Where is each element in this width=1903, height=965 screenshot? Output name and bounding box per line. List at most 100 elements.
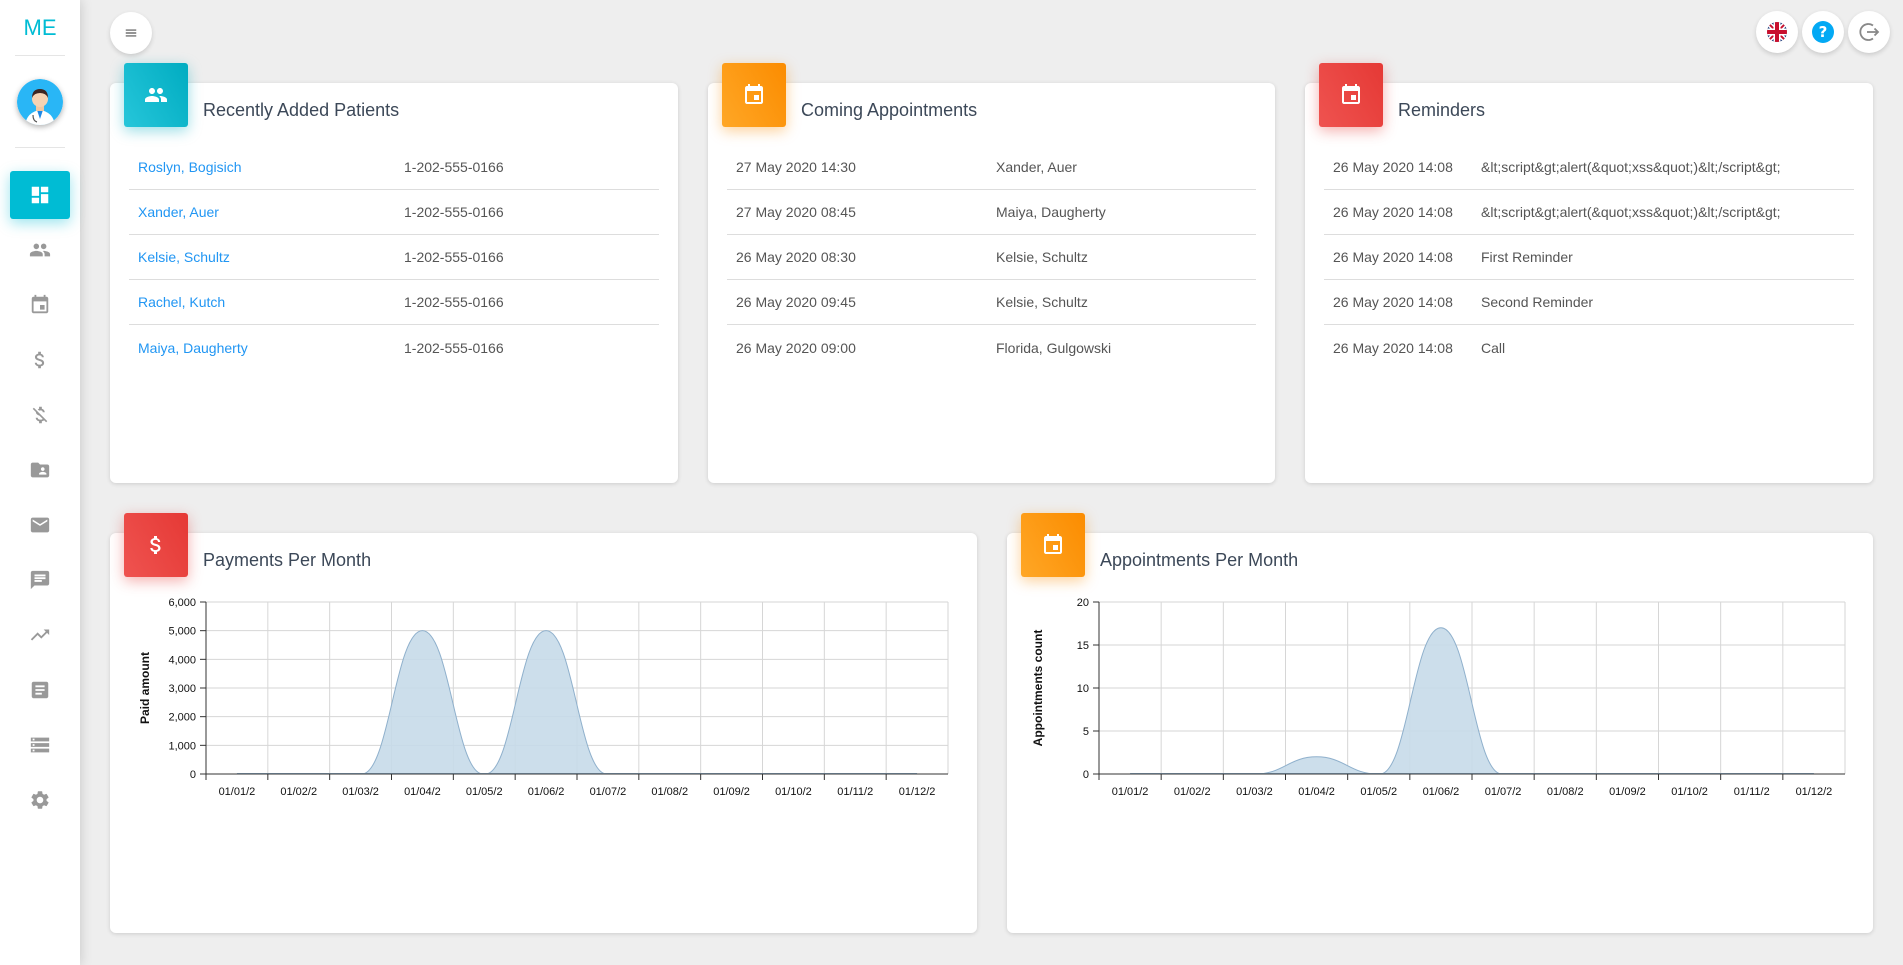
appointment-patient: Maiya, Daugherty [996,204,1106,220]
appointment-date: 26 May 2020 09:00 [736,339,856,356]
appointment-patient: Florida, Gulgowski [996,339,1112,356]
series-area [206,630,918,775]
x-tick-label: 01/05/2 [466,786,503,798]
patient-link[interactable]: Rachel, Kutch [138,294,226,310]
x-tick-label: 01/04/2 [404,786,441,798]
reminder-date: 26 May 2020 14:08 [1333,339,1453,356]
calendar-icon [745,84,763,104]
y-tick-label: 5 [1083,726,1089,738]
x-tick-label: 01/05/2 [1360,786,1397,798]
card-icon-box [124,513,188,577]
logout-button[interactable] [1848,11,1890,53]
patients-icon [29,243,51,257]
logout-icon [1859,23,1880,41]
avatar[interactable] [17,79,63,125]
patient-link[interactable]: Maiya, Daugherty [138,339,248,356]
y-tick-label: 3,000 [168,683,196,695]
calendar-icon [1044,534,1062,554]
sidebar-item-settings[interactable] [10,776,70,824]
reminder-text: &lt;script&gt;alert(&quot;xss&quot;)&lt;… [1481,159,1781,175]
y-tick-label: 15 [1077,640,1089,652]
reminder-text: Second Reminder [1481,294,1594,310]
reminder-date: 26 May 2020 14:08 [1333,159,1453,175]
card-title: Payments Per Month [203,550,372,570]
x-tick-label: 01/08/2 [1547,786,1584,798]
appointment-date: 26 May 2020 08:30 [736,249,856,265]
sidebar-toggle-button[interactable] [110,12,152,54]
table-row: 27 May 2020 08:45 Maiya, Daugherty [727,190,1256,235]
sidebar-item-dashboard[interactable] [10,171,70,219]
x-tick-label: 01/07/2 [1485,786,1522,798]
sidebar-item-reports[interactable] [10,666,70,714]
patient-link[interactable]: Roslyn, Bogisich [138,159,242,175]
patient-phone: 1-202-555-0166 [404,159,504,175]
sidebar-item-calendar[interactable] [10,281,70,329]
reminder-date: 26 May 2020 14:08 [1333,249,1453,265]
flag-uk-icon [1767,22,1787,42]
app-logo[interactable]: ME [0,0,80,56]
x-tick-label: 01/07/2 [590,786,627,798]
x-tick-label: 01/03/2 [1236,786,1273,798]
reminders-table: 26 May 2020 14:08 &lt;script&gt;alert(&q… [1324,145,1854,370]
sidebar-item-mail[interactable] [10,501,70,549]
card-icon-box [722,63,786,127]
money-off-icon [32,406,48,424]
sidebar-item-records[interactable] [10,446,70,494]
help-button[interactable]: ? [1802,11,1844,53]
appointment-patient: Kelsie, Schultz [996,249,1088,265]
x-tick-label: 01/11/2 [837,786,873,798]
sidebar-item-list[interactable] [10,721,70,769]
y-tick-label: 6,000 [168,597,196,609]
x-tick-label: 01/09/2 [713,786,750,798]
card-icon-box [1021,513,1085,577]
x-tick-label: 01/10/2 [1671,786,1708,798]
recent-patients-card: Recently Added Patients Roslyn, Bogisich… [110,63,678,483]
table-row: Roslyn, Bogisich 1-202-555-0166 [129,145,659,190]
patient-link[interactable]: Kelsie, Schultz [138,249,230,265]
appointments-chart-card: 0 5 10 15 20 01/01/2 01/02/2 01/03/2 01/04/2 01/0… [1007,513,1873,933]
sidebar-item-expenses[interactable] [10,391,70,439]
card-icon-box [1319,63,1383,127]
appointments-table: 27 May 2020 14:30 Xander, Auer 27 May 20… [727,145,1256,370]
card-title: Coming Appointments [801,100,978,120]
language-button[interactable] [1756,11,1798,53]
patient-phone: 1-202-555-0166 [404,204,504,220]
x-tick-label: 01/11/2 [1734,786,1770,798]
reminder-date: 26 May 2020 14:08 [1333,204,1453,220]
sidebar-item-messages[interactable] [10,556,70,604]
x-tick-label: 01/03/2 [342,786,379,798]
folder-user-icon [30,462,50,478]
sidebar-item-statistics[interactable] [10,611,70,659]
sidebar-item-payments[interactable] [10,336,70,384]
card-icon-box [124,63,188,127]
table-row: 27 May 2020 14:30 Xander, Auer [727,145,1256,190]
document-icon [31,681,49,699]
table-row: Rachel, Kutch 1-202-555-0166 [129,280,659,325]
x-tick-label: 01/02/2 [280,786,317,798]
x-tick-label: 01/10/2 [775,786,812,798]
reminder-date: 26 May 2020 14:08 [1333,294,1453,310]
x-tick-label: 01/12/2 [899,786,936,798]
patients-table: Roslyn, Bogisich 1-202-555-0166 Xander, … [129,145,659,370]
dashboard-icon [31,186,49,204]
y-tick-label: 5,000 [168,626,196,638]
x-tick-label: 01/02/2 [1174,786,1211,798]
gear-icon [31,791,49,809]
patient-phone: 1-202-555-0166 [404,294,504,310]
x-tick-label: 01/06/2 [528,786,565,798]
mail-icon [30,517,50,533]
y-tick-label: 0 [1083,769,1089,781]
table-row: 26 May 2020 14:08 Second Reminder [1324,280,1854,325]
sidebar: ME [0,0,80,965]
appointments-chart: 0 5 10 15 20 01/01/2 01/02/2 01/03/2 01/04/2 01/0… [1031,597,1846,798]
calendar-icon [31,294,49,314]
table-row: Xander, Auer 1-202-555-0166 [129,190,659,235]
patient-link[interactable]: Xander, Auer [138,204,219,220]
x-tick-label: 01/08/2 [651,786,688,798]
sidebar-item-patients[interactable] [10,226,70,274]
table-row: Maiya, Daugherty 1-202-555-0166 [129,325,659,370]
x-tick-label: 01/06/2 [1423,786,1460,798]
y-tick-label: 1,000 [168,740,196,752]
table-row: Kelsie, Schultz 1-202-555-0166 [129,235,659,280]
sidebar-nav [0,148,80,824]
